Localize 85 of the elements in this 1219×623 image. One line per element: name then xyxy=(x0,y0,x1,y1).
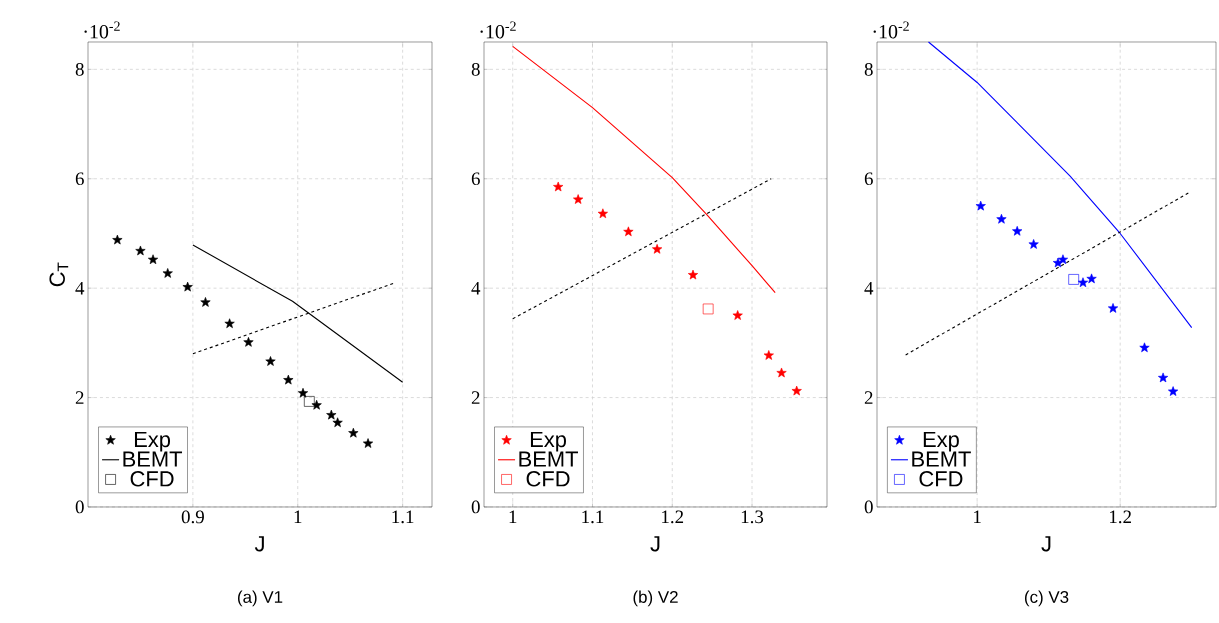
x-tick-label: 1.2 xyxy=(1110,510,1131,524)
x-tick-label: 1 xyxy=(294,510,302,523)
y-tick-label: 6 xyxy=(864,172,873,186)
legend-label: BEMT xyxy=(912,451,971,467)
legend-label: CFD xyxy=(130,471,174,487)
y-tick-label: 4 xyxy=(75,281,85,295)
point xyxy=(1028,239,1039,249)
point xyxy=(311,399,322,410)
point xyxy=(297,387,309,398)
point xyxy=(553,181,564,192)
point xyxy=(763,350,774,360)
point xyxy=(975,200,986,211)
line-series xyxy=(512,45,776,294)
point xyxy=(224,318,235,329)
legend-label: CFD xyxy=(526,471,570,487)
text: ·10$^{-2}$ xyxy=(480,21,516,39)
x-tick-label: 1.1 xyxy=(392,510,414,524)
point xyxy=(147,254,159,265)
point xyxy=(573,194,584,204)
y-tick-label: 2 xyxy=(864,391,873,404)
text: (a) V1 xyxy=(238,590,283,607)
y-tick-label: 4 xyxy=(864,281,874,295)
legend-label: Exp xyxy=(134,431,171,452)
x-tick-label: 1 xyxy=(974,510,981,523)
point xyxy=(112,234,123,245)
x-axis-title: J xyxy=(254,536,264,552)
point xyxy=(687,269,699,280)
line-series xyxy=(927,41,1193,329)
y-tick-label: 0 xyxy=(75,500,84,514)
y-tick-label: 6 xyxy=(471,172,480,186)
point xyxy=(1139,342,1150,353)
text: (b) V2 xyxy=(633,590,678,607)
point xyxy=(304,396,315,407)
point xyxy=(1168,386,1179,396)
x-tick-label: 1 xyxy=(509,510,517,523)
point xyxy=(332,417,343,428)
y-tick-label: 8 xyxy=(471,62,480,76)
y-tick-label: 8 xyxy=(864,62,873,76)
point xyxy=(200,297,211,307)
text: ·10$^{-2}$ xyxy=(84,21,120,39)
point xyxy=(702,303,714,315)
point xyxy=(135,245,146,256)
text: ·10$^{-2}$ xyxy=(873,21,909,39)
x-tick-label: 1.1 xyxy=(582,510,604,524)
point xyxy=(1077,277,1089,288)
text: (c) V3 xyxy=(1024,590,1069,607)
y-tick-label: 0 xyxy=(864,500,873,514)
point xyxy=(265,356,276,366)
point xyxy=(597,208,608,219)
y-tick-label: 2 xyxy=(471,391,480,404)
point xyxy=(1086,273,1097,284)
legend-label: Exp xyxy=(530,431,566,452)
y-axis-title: C$_{T}$ xyxy=(49,262,69,287)
point xyxy=(283,374,294,385)
point xyxy=(996,213,1007,224)
point xyxy=(1012,225,1023,236)
x-tick-label: 0.9 xyxy=(181,510,204,524)
y-tick-label: 2 xyxy=(75,391,84,404)
legend-label: CFD xyxy=(919,471,963,487)
point xyxy=(243,337,254,347)
y-tick-label: 0 xyxy=(471,500,480,514)
x-tick-label: 1.2 xyxy=(662,510,684,524)
point xyxy=(1057,254,1069,265)
x-axis-title: J xyxy=(650,536,660,552)
point xyxy=(362,438,374,448)
point xyxy=(162,268,173,278)
y-tick-label: 4 xyxy=(471,281,481,295)
point xyxy=(182,281,193,292)
y-tick-label: 8 xyxy=(75,62,84,76)
point xyxy=(776,367,787,378)
point xyxy=(652,244,663,254)
y-tick-label: 6 xyxy=(75,172,84,186)
point xyxy=(1158,372,1169,383)
point xyxy=(791,385,802,396)
legend-label: BEMT xyxy=(123,451,183,467)
legend-label: Exp xyxy=(923,431,959,452)
point xyxy=(623,226,634,237)
point xyxy=(1107,303,1119,313)
x-tick-label: 1.3 xyxy=(741,510,764,524)
point xyxy=(326,409,337,420)
legend-label: BEMT xyxy=(519,451,578,467)
point xyxy=(348,427,359,438)
point xyxy=(1068,274,1079,285)
x-axis-title: J xyxy=(1041,536,1051,552)
point xyxy=(732,310,743,320)
